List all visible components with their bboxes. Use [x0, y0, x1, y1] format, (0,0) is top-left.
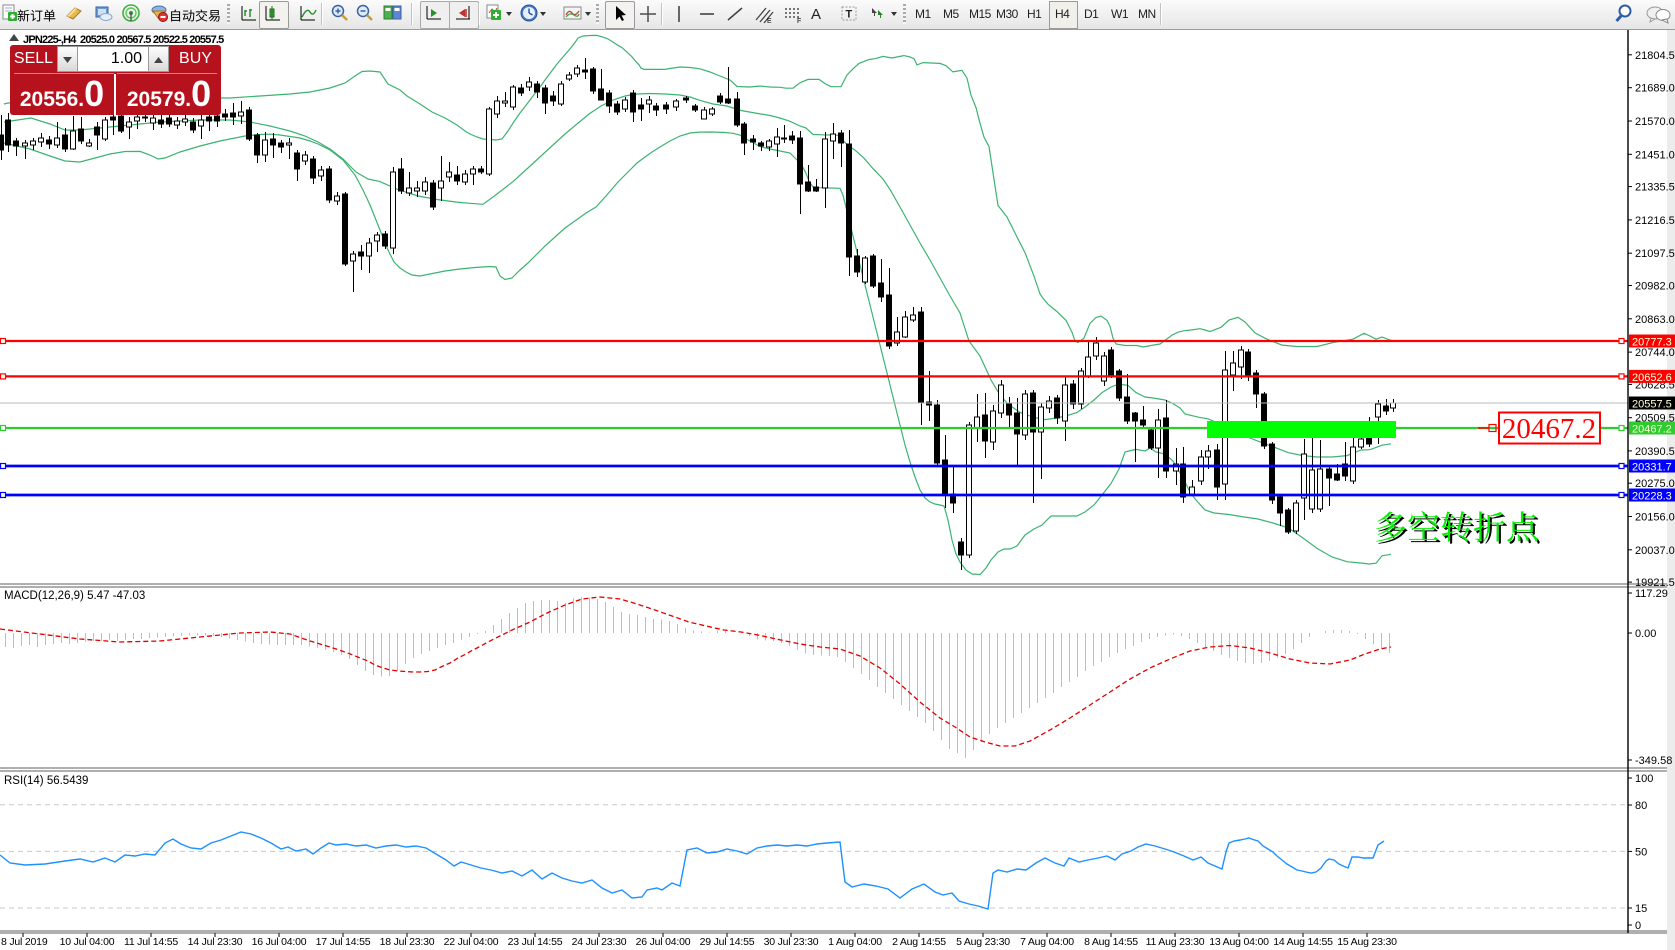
svg-text:23 Jul 14:55: 23 Jul 14:55	[508, 936, 563, 948]
svg-text:15 Aug 23:30: 15 Aug 23:30	[1337, 936, 1397, 948]
svg-text:8 Aug 14:55: 8 Aug 14:55	[1084, 936, 1138, 948]
svg-text:20037.0: 20037.0	[1635, 545, 1675, 557]
svg-text:20863.0: 20863.0	[1635, 314, 1675, 326]
svg-text:80: 80	[1635, 800, 1647, 812]
svg-text:18 Jul 23:30: 18 Jul 23:30	[380, 936, 435, 948]
svg-text:MACD(12,26,9) 5.47 -47.03: MACD(12,26,9) 5.47 -47.03	[4, 590, 145, 602]
svg-text:20982.0: 20982.0	[1635, 281, 1675, 293]
svg-text:50: 50	[1635, 846, 1647, 858]
svg-text:15: 15	[1635, 903, 1647, 915]
svg-text:17 Jul 14:55: 17 Jul 14:55	[316, 936, 371, 948]
svg-text:21335.5: 21335.5	[1635, 182, 1675, 194]
svg-text:T: T	[846, 9, 853, 21]
svg-text:10 Jul 04:00: 10 Jul 04:00	[60, 936, 115, 948]
svg-text:30 Jul 23:30: 30 Jul 23:30	[764, 936, 819, 948]
svg-text:2 Aug 14:55: 2 Aug 14:55	[892, 936, 946, 948]
svg-text:7 Aug 04:00: 7 Aug 04:00	[1020, 936, 1074, 948]
svg-text:0: 0	[1635, 920, 1641, 932]
svg-text:29 Jul 14:55: 29 Jul 14:55	[700, 936, 755, 948]
svg-text:8 Jul 2019: 8 Jul 2019	[1, 936, 48, 948]
svg-text:13 Aug 04:00: 13 Aug 04:00	[1209, 936, 1269, 948]
svg-text:21689.0: 21689.0	[1635, 83, 1675, 95]
svg-text:20467.2: 20467.2	[1502, 413, 1596, 445]
svg-text:22 Jul 04:00: 22 Jul 04:00	[444, 936, 499, 948]
svg-text:14 Aug 14:55: 14 Aug 14:55	[1273, 936, 1333, 948]
svg-text:20275.0: 20275.0	[1635, 478, 1675, 490]
svg-text:26 Jul 04:00: 26 Jul 04:00	[636, 936, 691, 948]
svg-text:11 Aug 23:30: 11 Aug 23:30	[1146, 936, 1205, 948]
svg-text:21451.0: 21451.0	[1635, 149, 1675, 161]
svg-text:117.29: 117.29	[1635, 588, 1668, 600]
svg-text:20390.5: 20390.5	[1635, 446, 1675, 458]
svg-text:1 Aug 04:00: 1 Aug 04:00	[828, 936, 882, 948]
svg-text:21804.5: 21804.5	[1635, 50, 1675, 62]
svg-text:19921.5: 19921.5	[1635, 577, 1675, 589]
svg-text:16 Jul 04:00: 16 Jul 04:00	[252, 936, 307, 948]
svg-text:5 Aug 23:30: 5 Aug 23:30	[956, 936, 1010, 948]
svg-text:11 Jul 14:55: 11 Jul 14:55	[124, 936, 178, 948]
svg-text:20744.0: 20744.0	[1635, 347, 1675, 359]
svg-text:20557.5: 20557.5	[1632, 399, 1672, 411]
svg-text:20777.3: 20777.3	[1632, 337, 1672, 349]
svg-text:RSI(14) 56.5439: RSI(14) 56.5439	[4, 775, 88, 787]
svg-text:20467.2: 20467.2	[1632, 424, 1672, 436]
svg-text:0.00: 0.00	[1635, 628, 1656, 640]
svg-text:20652.6: 20652.6	[1632, 372, 1672, 384]
svg-text:-349.58: -349.58	[1635, 755, 1672, 767]
svg-text:20156.0: 20156.0	[1635, 512, 1675, 524]
svg-text:100: 100	[1635, 773, 1653, 785]
svg-text:21216.5: 21216.5	[1635, 215, 1675, 227]
svg-text:14 Jul 23:30: 14 Jul 23:30	[188, 936, 243, 948]
svg-text:20228.3: 20228.3	[1632, 491, 1672, 503]
svg-text:JPN225-,H4 20525.0 20567.5 20: JPN225-,H4 20525.0 20567.5 20522.5 20557…	[23, 34, 224, 46]
svg-text:E: E	[767, 18, 772, 24]
svg-text:21570.0: 21570.0	[1635, 116, 1675, 128]
svg-text:21097.5: 21097.5	[1635, 248, 1675, 260]
svg-text:20331.7: 20331.7	[1632, 462, 1672, 474]
svg-text:F: F	[797, 18, 801, 24]
svg-text:24 Jul 23:30: 24 Jul 23:30	[572, 936, 627, 948]
